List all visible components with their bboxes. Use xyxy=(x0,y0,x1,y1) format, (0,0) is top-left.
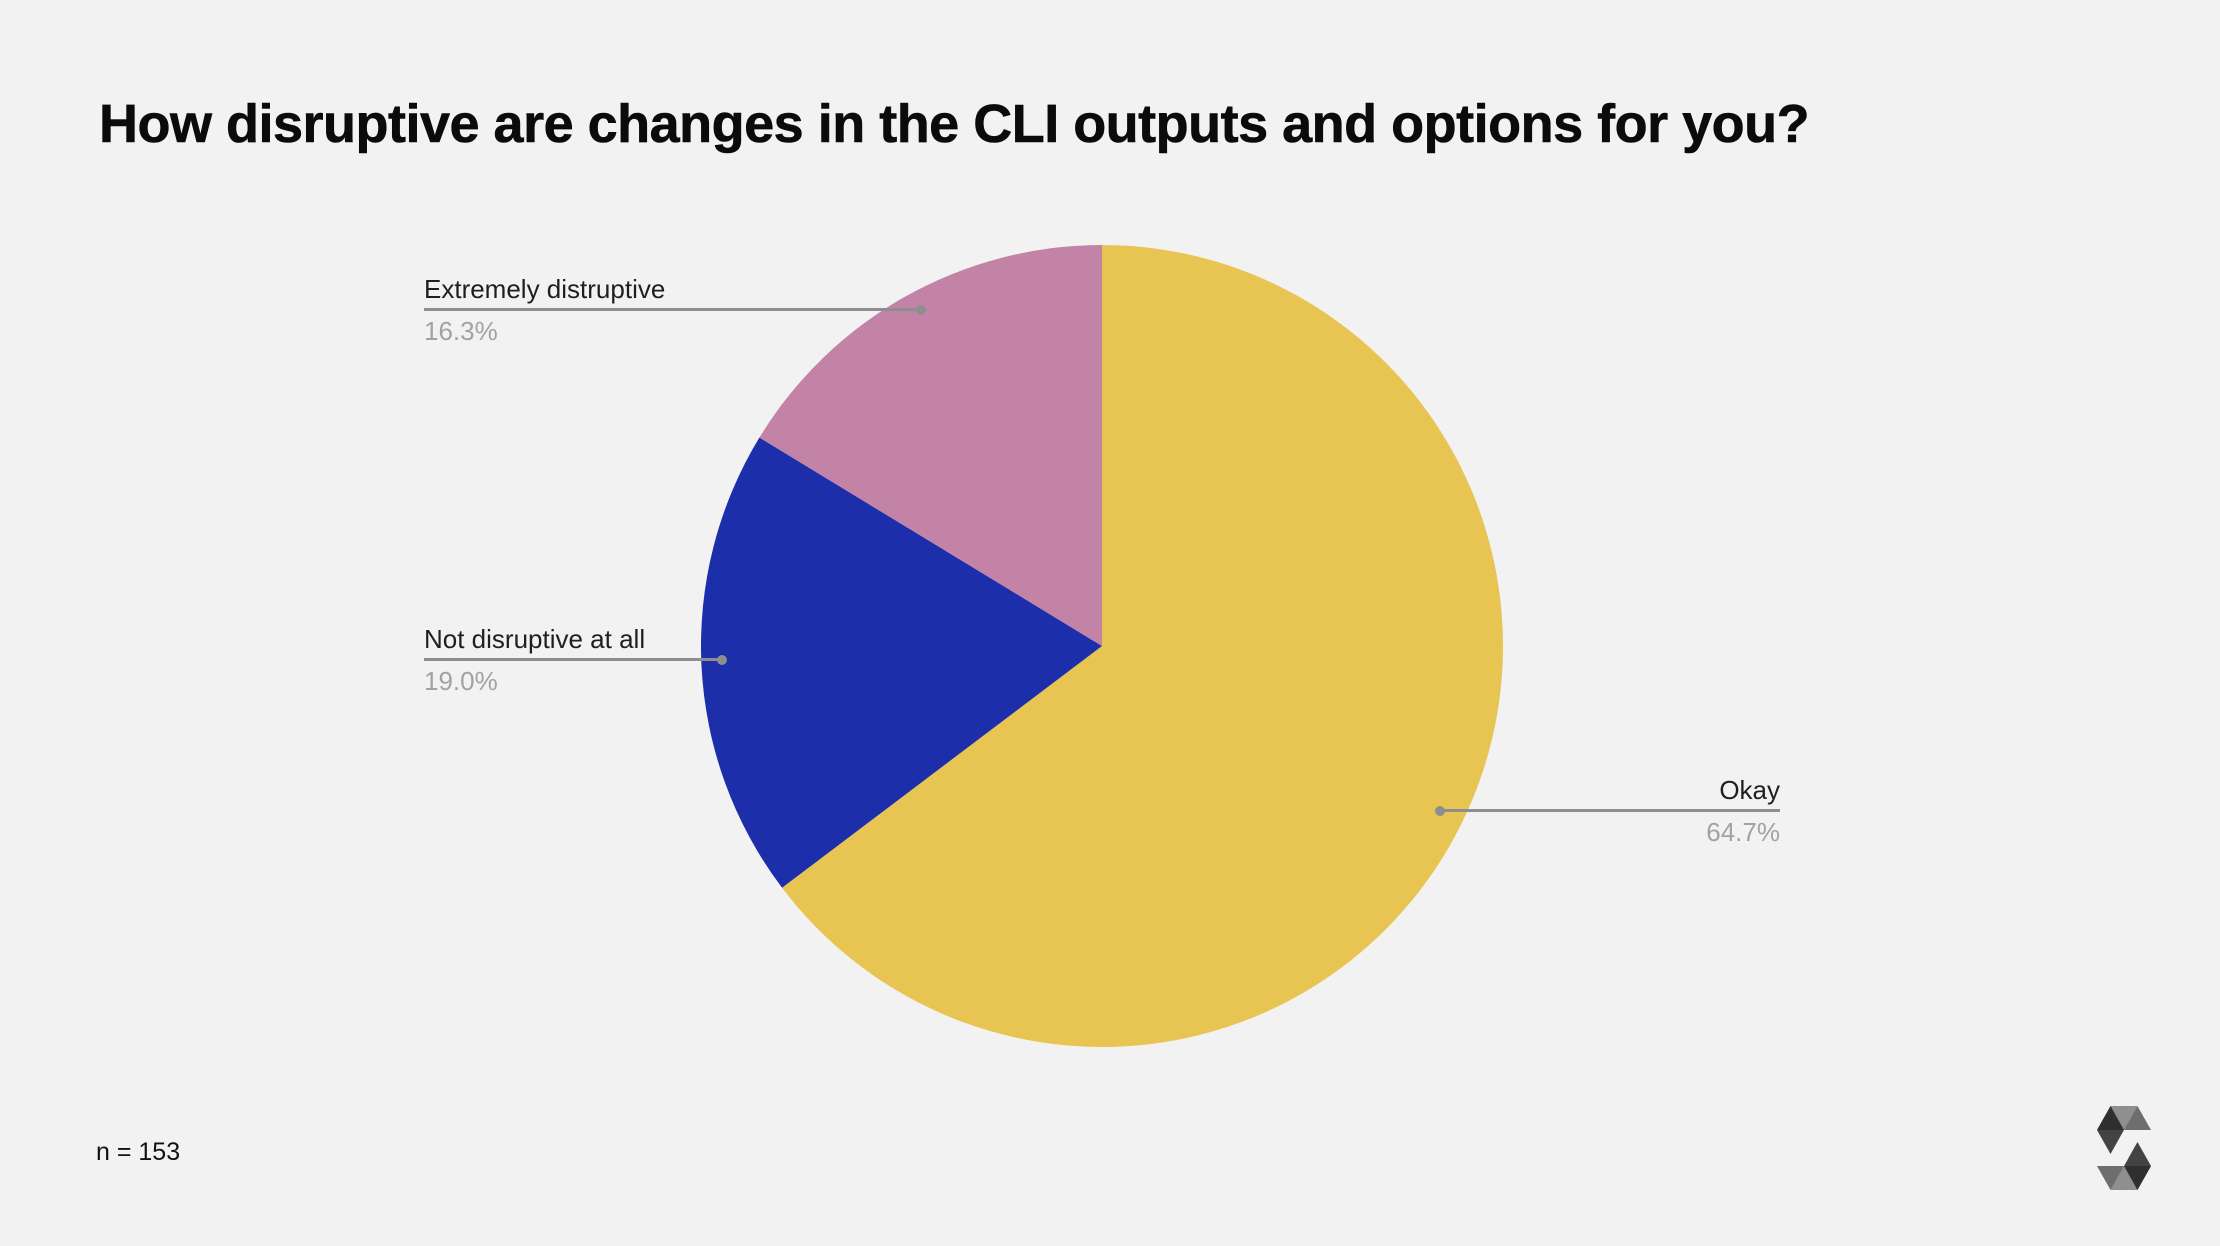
leader-line xyxy=(1435,805,1780,816)
sample-size-note: n = 153 xyxy=(96,1138,181,1166)
callout-extremely-disruptive: Extremely distruptive 16.3% xyxy=(424,274,926,346)
pie-slice-not-disruptive-at-all xyxy=(701,437,1102,888)
pie-slice-extremely-distruptive xyxy=(759,245,1102,646)
callout-percent: 19.0% xyxy=(424,666,498,696)
callout-label: Not disruptive at all xyxy=(424,624,646,654)
callout-label: Extremely distruptive xyxy=(424,274,666,304)
pie-slice-okay xyxy=(782,245,1503,1047)
solidity-logo-icon xyxy=(2097,1106,2151,1190)
leader-line xyxy=(424,304,926,315)
callout-label: Okay xyxy=(1719,775,1780,805)
callout-not-disruptive: Not disruptive at all 19.0% xyxy=(424,624,727,696)
leader-dot-icon xyxy=(916,304,926,315)
leader-dot-icon xyxy=(1435,805,1445,816)
callout-percent: 16.3% xyxy=(424,316,498,346)
leader-dot-icon xyxy=(717,654,727,665)
chart-title: How disruptive are changes in the CLI ou… xyxy=(99,94,1810,154)
callout-percent: 64.7% xyxy=(1706,817,1780,847)
callout-okay: Okay 64.7% xyxy=(1435,775,1780,847)
leader-line xyxy=(424,654,727,665)
pie-chart xyxy=(701,245,1503,1047)
